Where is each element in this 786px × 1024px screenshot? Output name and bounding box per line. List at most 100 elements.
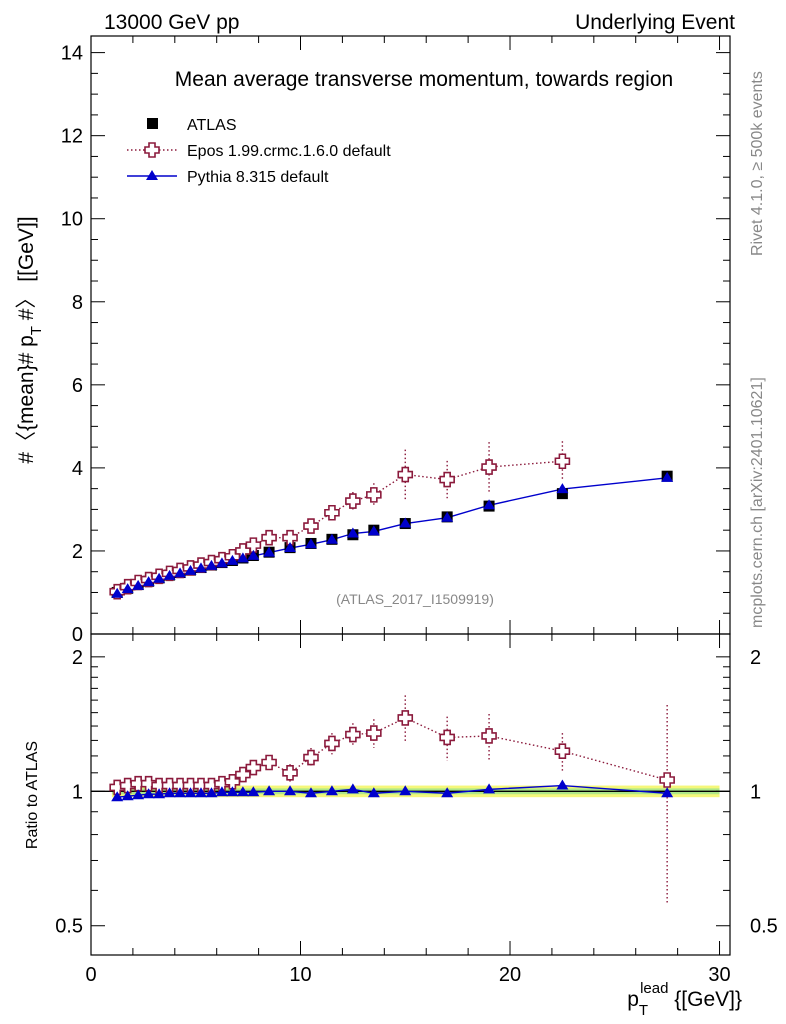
pythia-point	[194, 562, 207, 573]
legend-atlas-label: ATLAS	[187, 117, 237, 134]
x-tick-label: 0	[85, 964, 96, 986]
x-tick-label: 20	[499, 964, 521, 986]
main-y-axis-label: #〈{mean}# pT #〉 [[GeV]]	[15, 216, 45, 463]
ratio-epos-point	[224, 774, 241, 790]
ratio-pythia-point	[184, 787, 197, 798]
y-label-sub: T	[28, 326, 45, 335]
pythia-point	[263, 546, 276, 557]
ratio-plot-frame	[90, 633, 731, 956]
x-tick-label: 30	[708, 964, 730, 986]
ratio-pythia-point	[132, 789, 145, 800]
ratio-epos-point	[282, 765, 298, 781]
ratio-pythia-point	[205, 787, 218, 798]
ratio-y-axis-label: Ratio to ATLAS	[24, 741, 41, 849]
ratio-pythia-point	[194, 787, 207, 798]
ratio-pythia-point	[247, 786, 260, 797]
y-label-part-b: #〉 [[GeV]]	[15, 216, 38, 326]
ratio-pythia-point	[661, 787, 674, 798]
y-tick-label: 12	[61, 126, 83, 148]
pythia-point	[184, 564, 197, 575]
pythia-point	[556, 483, 569, 494]
epos-point	[397, 466, 414, 483]
analysis-watermark: (ATLAS_2017_I1509919)	[336, 591, 494, 607]
ratio-epos-point	[439, 729, 455, 746]
ratio-pythia-point	[236, 786, 249, 797]
ratio-pythia-point	[441, 787, 454, 798]
main-title: Mean average transverse momentum, toward…	[175, 68, 673, 91]
pythia-point	[215, 557, 228, 568]
pythia-point	[132, 579, 145, 590]
ratio-epos-point	[659, 772, 675, 788]
ratio-pythia-point	[163, 787, 176, 798]
x-tick-label: 10	[289, 964, 311, 986]
ratio-epos-point	[397, 710, 414, 726]
ratio-pythia-point	[346, 783, 359, 794]
ratio-y-tick-label-right: 0.5	[750, 916, 778, 938]
legend-atlas-marker	[147, 118, 158, 129]
atlas-data-point	[556, 488, 568, 500]
pythia-point	[153, 572, 166, 583]
ratio-epos-line	[117, 717, 668, 789]
pythia-line	[116, 477, 668, 595]
pythia-point	[163, 569, 176, 580]
epos-point	[282, 529, 298, 546]
pythia-point	[399, 517, 412, 528]
ratio-epos-point	[245, 759, 262, 776]
legend: ATLAS Epos 1.99.crmc.1.6.0 default Pythi…	[127, 117, 391, 186]
ratio-pythia-point	[121, 790, 134, 801]
epos-point	[554, 453, 571, 470]
epos-point	[245, 537, 262, 553]
ratio-pythia-point	[556, 779, 569, 790]
epos-point	[303, 518, 319, 534]
pythia-point	[325, 533, 338, 544]
ratio-epos-point	[345, 726, 361, 743]
ratio-pythia-point	[483, 783, 496, 794]
ratio-epos-point	[303, 749, 319, 766]
ratio-epos-point	[261, 754, 277, 771]
x-axis-label: pTlead {[GeV]}	[627, 980, 742, 1019]
y-tick-label: 8	[72, 292, 83, 314]
legend-epos-marker	[144, 142, 160, 158]
ratio-y-tick-label: 2	[72, 647, 83, 669]
ratio-epos-point	[554, 743, 571, 759]
y-tick-label: 6	[72, 375, 83, 397]
pythia-point	[121, 583, 134, 594]
ratio-epos-point	[366, 725, 382, 741]
pythia-point	[142, 576, 155, 587]
y-label-part-a: #〈{mean}# p	[15, 335, 38, 463]
epos-point	[366, 487, 382, 503]
legend-epos-label: Epos 1.99.crmc.1.6.0 default	[187, 143, 391, 160]
y-tick-label: 0	[72, 624, 83, 646]
ratio-epos-point	[140, 775, 157, 792]
ratio-pythia-point	[367, 787, 380, 798]
pythia-point	[483, 499, 496, 510]
pythia-point	[304, 538, 317, 549]
pythia-point	[226, 554, 239, 565]
y-tick-label: 4	[72, 458, 83, 480]
pythia-point	[247, 549, 260, 560]
pythia-point	[205, 559, 218, 570]
y-tick-label: 2	[72, 541, 83, 563]
ratio-epos-point	[481, 728, 497, 744]
ratio-y-tick-label-right: 2	[750, 647, 761, 669]
pythia-point	[111, 587, 124, 598]
pythia-point	[174, 567, 187, 578]
legend-pythia-marker	[146, 170, 158, 180]
ratio-pythia-point	[304, 787, 317, 798]
x-label-sup: lead	[640, 980, 668, 997]
ratio-epos-point	[235, 766, 251, 783]
rivet-version-label: Rivet 4.1.0, ≥ 500k events	[749, 71, 766, 256]
process-label: Underlying Event	[575, 11, 735, 34]
ratio-y-tick-label-right: 1	[750, 781, 761, 803]
epos-point	[345, 493, 361, 509]
main-plot-panel: 0 2 4 6 8 10 12 14 Mean average transverse mome…	[15, 35, 731, 646]
pythia-point	[284, 542, 297, 553]
ratio-pythia-point	[226, 786, 239, 797]
ratio-epos-point	[324, 735, 340, 752]
epos-point	[324, 504, 340, 521]
x-label-unit: {[GeV]}	[668, 988, 742, 1011]
pythia-point	[346, 527, 359, 538]
ratio-pythia-point	[215, 786, 228, 797]
pythia-point	[367, 525, 380, 536]
